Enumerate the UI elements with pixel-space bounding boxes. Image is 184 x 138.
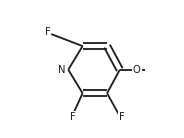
Text: N: N <box>58 65 66 75</box>
Text: F: F <box>70 112 75 122</box>
Text: O: O <box>133 65 141 75</box>
Text: F: F <box>45 27 50 37</box>
Text: F: F <box>118 112 124 122</box>
